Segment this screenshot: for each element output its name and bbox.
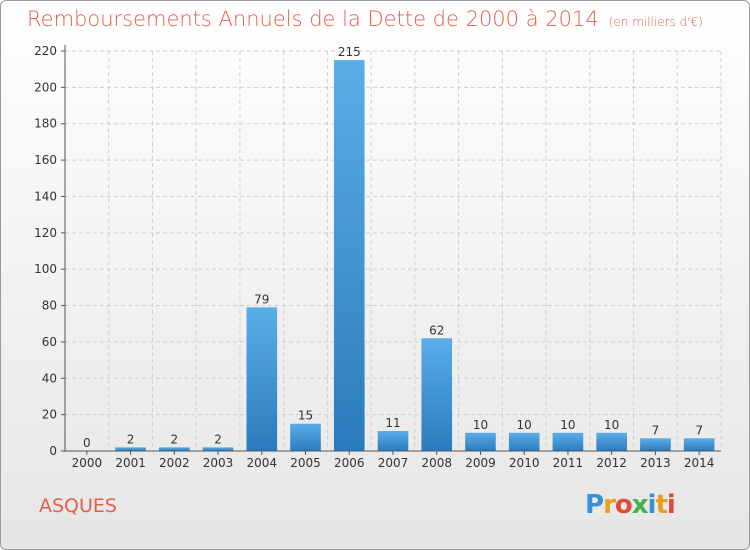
bar-2004: [246, 307, 278, 451]
y-tick-label: 160: [34, 153, 57, 167]
value-label-2011: 10: [560, 418, 575, 432]
value-label-2001: 2: [127, 432, 135, 446]
x-tick-label-2006: 2006: [334, 456, 365, 470]
logo-letter: r: [603, 490, 616, 520]
value-label-2014: 7: [695, 423, 703, 437]
logo-letter: t: [655, 490, 667, 520]
bar-2009: [465, 432, 496, 451]
commune-name: ASQUES: [39, 495, 117, 517]
y-tick-label: 100: [34, 262, 57, 276]
bar-2007: [377, 431, 409, 451]
value-label-2008: 62: [429, 323, 444, 337]
bar-2013: [640, 438, 671, 451]
value-label-2013: 7: [652, 423, 660, 437]
x-tick-label-2004: 2004: [247, 456, 278, 470]
x-tick-label-2005: 2005: [290, 456, 321, 470]
logo-letter: x: [631, 490, 649, 520]
y-tick-label: 120: [34, 226, 57, 240]
bar-layer: [115, 60, 715, 451]
y-tick-label: 0: [49, 444, 57, 458]
bar-2010: [508, 432, 540, 451]
chart-title: Remboursements Annuels de la Dette de 20…: [27, 7, 703, 31]
logo-letter: o: [614, 490, 633, 520]
value-label-2004: 79: [254, 292, 269, 306]
chart-title-text: Remboursements Annuels de la Dette de 20…: [27, 7, 599, 31]
bar-2002: [159, 447, 190, 451]
bar-2003: [202, 447, 234, 451]
value-label-2003: 2: [214, 432, 222, 446]
x-tick-label-2008: 2008: [421, 456, 452, 470]
x-tick-label-2010: 2010: [509, 456, 540, 470]
x-tick-label-2000: 2000: [72, 456, 103, 470]
x-tick-label-2014: 2014: [684, 456, 715, 470]
x-tick-label-2013: 2013: [640, 456, 671, 470]
x-tick-label-2011: 2011: [553, 456, 584, 470]
x-tick-label-2003: 2003: [203, 456, 234, 470]
logo-letter: i: [647, 490, 657, 520]
value-label-2006: 215: [338, 45, 361, 59]
grid-layer: [64, 50, 722, 452]
x-tick-label-2009: 2009: [465, 456, 496, 470]
value-label-2005: 15: [298, 409, 313, 423]
y-tick-label: 140: [34, 189, 57, 203]
y-tick-label: 80: [42, 299, 57, 313]
bar-2005: [290, 423, 321, 451]
bar-2012: [596, 432, 627, 451]
x-tick-label-2007: 2007: [378, 456, 409, 470]
value-label-2002: 2: [171, 432, 179, 446]
bar-2008: [421, 338, 453, 451]
bar-2014: [683, 438, 715, 451]
value-label-2010: 10: [517, 418, 532, 432]
x-tick-label-2012: 2012: [596, 456, 627, 470]
x-tick-label-2002: 2002: [159, 456, 190, 470]
proxiti-logo: Proxiti: [585, 490, 676, 520]
logo-letter: i: [666, 490, 676, 520]
bar-2011: [552, 432, 584, 451]
value-label-2000: 0: [83, 436, 91, 450]
y-tick-label: 60: [42, 335, 57, 349]
value-label-2007: 11: [385, 416, 400, 430]
y-tick-label: 20: [42, 408, 57, 422]
chart-unit: (en milliers d'€): [608, 15, 703, 29]
bar-2006: [333, 60, 365, 451]
x-tick-label-2001: 2001: [115, 456, 146, 470]
value-label-2012: 10: [604, 418, 619, 432]
y-tick-label: 180: [34, 117, 57, 131]
y-tick-label: 40: [42, 371, 57, 385]
y-tick-label: 220: [34, 44, 57, 58]
label-layer: 0 2 2 2 79 15 215 11 62 10 10 10 10 7 7: [83, 45, 703, 450]
value-label-2009: 10: [473, 418, 488, 432]
bar-2001: [115, 447, 146, 451]
y-tick-label: 200: [34, 80, 57, 94]
logo-letter: P: [585, 490, 604, 520]
